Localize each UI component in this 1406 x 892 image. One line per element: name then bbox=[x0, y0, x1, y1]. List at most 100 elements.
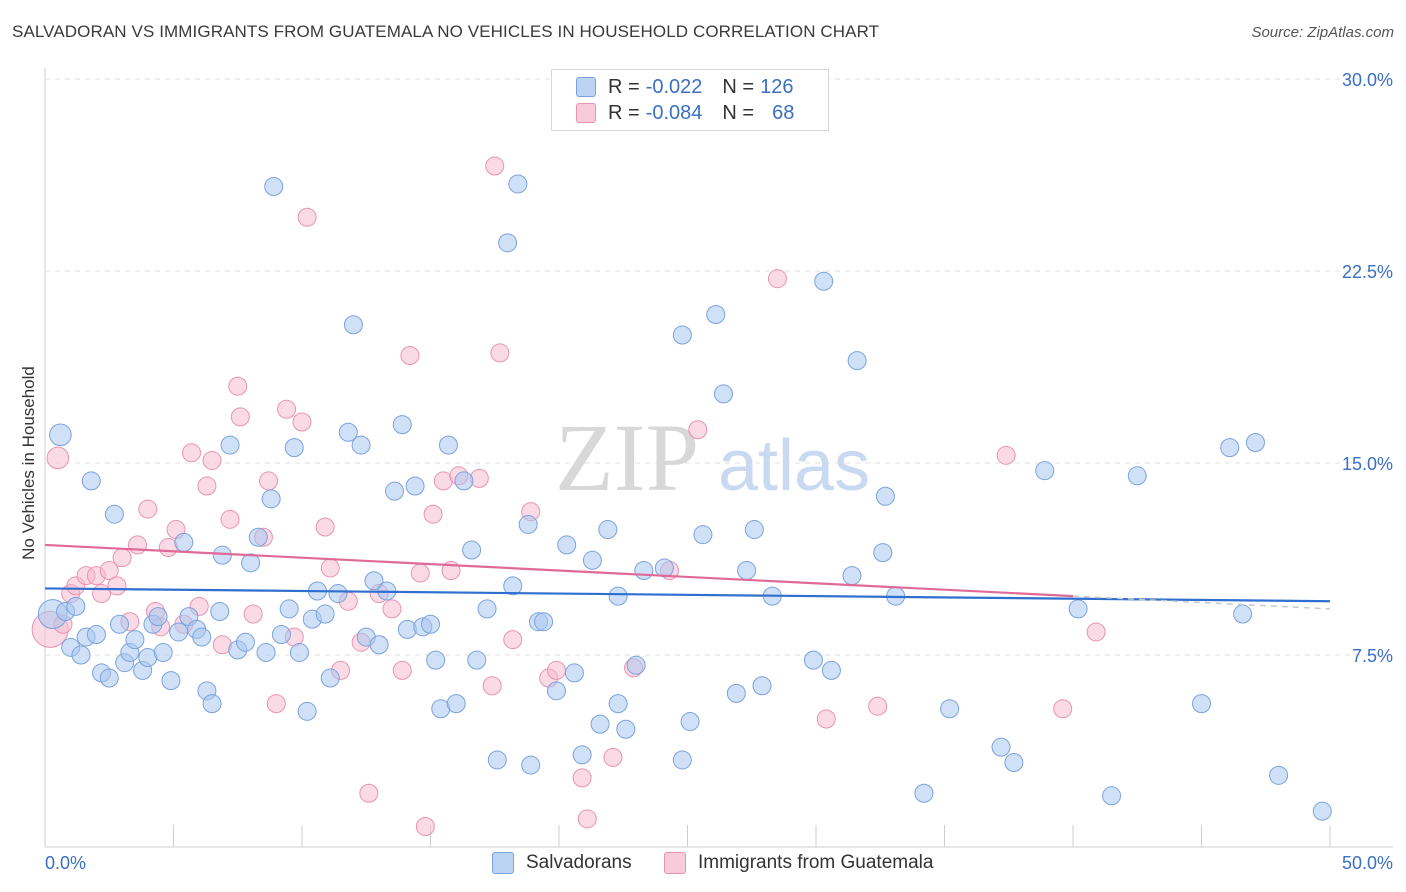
data-point bbox=[289, 642, 309, 662]
data-point bbox=[482, 676, 502, 696]
data-point bbox=[1068, 599, 1088, 619]
data-point bbox=[1192, 694, 1211, 714]
data-point bbox=[125, 630, 145, 650]
data-point bbox=[1102, 786, 1122, 806]
x-tick-label: 50.0% bbox=[1342, 853, 1393, 873]
data-point bbox=[940, 699, 960, 719]
data-point bbox=[192, 627, 212, 647]
y-tick-label: 22.5% bbox=[1342, 262, 1393, 282]
data-point bbox=[1086, 622, 1106, 642]
data-point bbox=[382, 599, 402, 619]
data-point bbox=[161, 671, 181, 691]
data-point bbox=[297, 701, 317, 721]
data-point bbox=[66, 596, 86, 616]
data-point bbox=[814, 271, 834, 291]
data-point bbox=[914, 783, 934, 803]
data-point bbox=[847, 351, 867, 371]
data-point bbox=[454, 471, 474, 491]
data-point bbox=[338, 422, 358, 442]
data-point bbox=[616, 719, 636, 739]
data-point bbox=[328, 584, 348, 604]
series-swatch-pink bbox=[664, 852, 686, 874]
trend-extension-guatemala bbox=[1072, 595, 1331, 610]
data-point bbox=[737, 561, 757, 581]
y-tick-label: 30.0% bbox=[1342, 70, 1393, 90]
data-point bbox=[634, 561, 654, 581]
data-point bbox=[490, 343, 510, 363]
data-point bbox=[315, 517, 335, 537]
x-tick-label: 0.0% bbox=[45, 853, 86, 873]
source-label: Source: ZipAtlas.com bbox=[1251, 24, 1394, 41]
data-point bbox=[672, 325, 692, 345]
data-point bbox=[392, 415, 412, 435]
trend-line-guatemala bbox=[44, 543, 1074, 598]
data-point bbox=[241, 553, 261, 573]
data-point bbox=[991, 737, 1011, 757]
data-point bbox=[71, 645, 91, 665]
data-point bbox=[688, 420, 708, 440]
data-point bbox=[706, 305, 726, 325]
data-point bbox=[264, 177, 284, 197]
data-point bbox=[654, 558, 674, 578]
data-point bbox=[210, 601, 230, 621]
data-point bbox=[546, 681, 566, 701]
data-point bbox=[726, 683, 746, 703]
data-point bbox=[582, 550, 602, 570]
data-point bbox=[446, 694, 466, 714]
data-point bbox=[248, 527, 268, 547]
data-point bbox=[744, 520, 764, 540]
data-point bbox=[1004, 753, 1024, 773]
data-point bbox=[81, 471, 101, 491]
data-point bbox=[767, 269, 787, 289]
data-point bbox=[1127, 466, 1147, 486]
data-point bbox=[598, 520, 618, 540]
data-point bbox=[174, 532, 194, 552]
data-point bbox=[138, 499, 158, 519]
series-legend-guatemala[interactable]: Immigrants from Guatemala bbox=[664, 852, 933, 874]
data-point bbox=[421, 614, 440, 634]
data-point bbox=[220, 509, 240, 529]
data-point bbox=[564, 663, 584, 683]
data-point bbox=[202, 450, 222, 470]
legend-row-guatemala: R = -0.084 N = 68 bbox=[576, 101, 794, 125]
y-tick-label: 7.5% bbox=[1352, 646, 1393, 666]
series-legend-salvadorans[interactable]: Salvadorans bbox=[492, 852, 632, 874]
data-point bbox=[320, 668, 340, 688]
data-point bbox=[261, 489, 281, 509]
data-point bbox=[680, 712, 700, 732]
data-point bbox=[996, 445, 1016, 465]
legend-n-label: N = bbox=[722, 75, 755, 98]
data-point bbox=[467, 650, 487, 670]
data-point bbox=[181, 443, 201, 463]
data-point bbox=[197, 476, 217, 496]
data-point bbox=[503, 576, 523, 596]
data-point bbox=[271, 625, 291, 645]
data-point bbox=[148, 607, 168, 627]
legend-row-salvadorans: R = -0.022 N = 126 bbox=[576, 75, 793, 99]
data-point bbox=[546, 660, 566, 680]
data-point bbox=[392, 660, 412, 680]
legend-n-value: 126 bbox=[760, 75, 794, 98]
data-point bbox=[603, 747, 623, 767]
series-swatch-blue bbox=[492, 852, 514, 874]
data-point bbox=[279, 599, 299, 619]
chart-title: SALVADORAN VS IMMIGRANTS FROM GUATEMALA … bbox=[12, 22, 880, 41]
data-point bbox=[1269, 765, 1289, 785]
data-point bbox=[410, 563, 430, 583]
data-point bbox=[868, 696, 888, 716]
data-point bbox=[243, 604, 263, 624]
data-point bbox=[816, 709, 836, 729]
data-point bbox=[875, 486, 895, 506]
watermark: ZIP atlas bbox=[555, 404, 870, 511]
data-point bbox=[110, 614, 130, 634]
data-point bbox=[557, 535, 577, 555]
data-point bbox=[821, 660, 841, 680]
data-point bbox=[713, 384, 733, 404]
data-point bbox=[359, 783, 379, 803]
data-point bbox=[320, 558, 340, 578]
data-point bbox=[1233, 604, 1253, 624]
legend-r-value: -0.022 bbox=[645, 75, 703, 98]
data-point bbox=[46, 446, 70, 470]
axis-labels: 7.5% 15.0% 22.5% 30.0% 0.0% 50.0% No Vehicles … bbox=[19, 70, 1393, 873]
data-point bbox=[220, 435, 240, 455]
